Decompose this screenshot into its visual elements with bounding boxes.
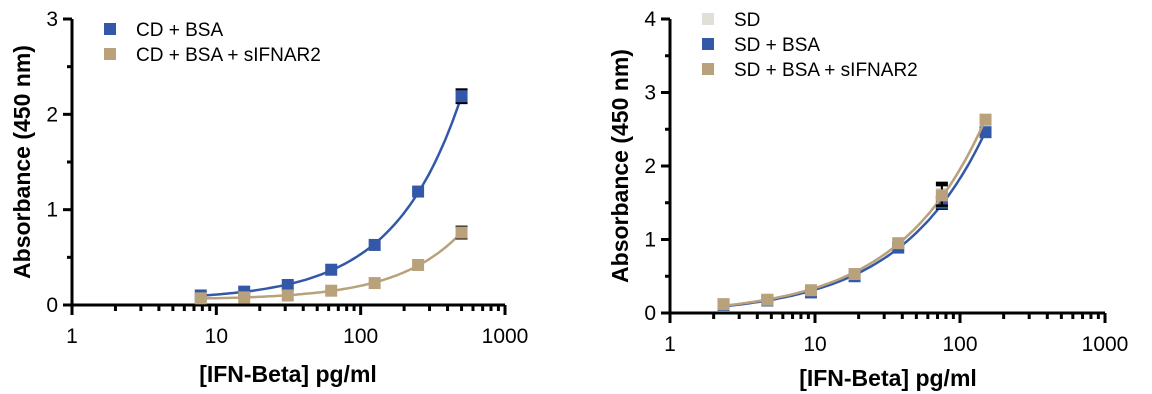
right-x-tick-label: 1 [664, 333, 676, 356]
left-y-tick-label: 1 [46, 199, 58, 222]
left-x-axis-title: [IFN-Beta] pg/ml [199, 361, 377, 387]
right-y-tick-label: 1 [644, 229, 656, 252]
left-data-point [281, 278, 294, 291]
left-x-tick-label: 100 [343, 325, 378, 348]
left-data-point [368, 277, 381, 290]
right-y-tick-label: 0 [644, 302, 656, 325]
right-y-tick-label: 4 [644, 8, 656, 31]
left-y-tick-label: 3 [46, 8, 58, 31]
left-data-point [412, 185, 425, 198]
left-data-point [281, 289, 294, 302]
right-x-tick-label: 1000 [1082, 333, 1129, 356]
left-legend-marker [104, 23, 116, 35]
right-data-point [717, 298, 730, 311]
right-legend-marker [702, 38, 714, 50]
left-x-tick-label: 1 [66, 325, 78, 348]
left-y-tick-label: 0 [46, 294, 58, 317]
right-legend-marker [702, 13, 714, 25]
left-data-point [368, 238, 381, 251]
left-legend-marker [104, 48, 116, 60]
right-y-tick-label: 3 [644, 82, 656, 105]
right-y-axis-title: Absorbance (450 nm) [607, 49, 633, 283]
right-data-point [848, 268, 861, 281]
left-data-point [455, 226, 468, 239]
right-data-point [979, 113, 992, 126]
left-data-point [455, 90, 468, 103]
right-x-tick-label: 10 [803, 333, 826, 356]
right-legend-marker [702, 63, 714, 75]
left-y-tick-label: 2 [46, 103, 58, 126]
right-series-3 [717, 113, 992, 311]
left-x-tick-label: 10 [205, 325, 228, 348]
right-x-axis-title: [IFN-Beta] pg/ml [799, 365, 977, 391]
right-data-point [979, 126, 992, 139]
chart-left: [IFN-Beta] pg/ml Absorbance (450 nm) 012… [9, 8, 528, 387]
left-data-point [412, 258, 425, 271]
left-data-point [325, 284, 338, 297]
right-data-point [804, 284, 817, 297]
right-y-tick-label: 2 [644, 155, 656, 178]
right-series-2 [717, 126, 992, 311]
left-series-1 [194, 88, 468, 302]
left-x-tick-label: 1000 [482, 325, 529, 348]
right-legend-label: SD [734, 10, 760, 31]
left-legend-label: CD + BSA + sIFNAR2 [136, 45, 321, 66]
right-legend-label: SD + BSA + sIFNAR2 [734, 60, 918, 81]
right-x-tick-label: 100 [942, 333, 977, 356]
left-data-point [194, 292, 207, 305]
right-data-point [935, 189, 948, 202]
right-legend-label: SD + BSA [734, 35, 820, 56]
chart-right: [IFN-Beta] pg/ml Absorbance (450 nm) 012… [607, 8, 1128, 391]
left-y-axis-title: Absorbance (450 nm) [9, 45, 35, 279]
left-legend: CD + BSA CD + BSA + sIFNAR2 [104, 20, 321, 66]
left-legend-label: CD + BSA [136, 20, 223, 41]
right-data-point [761, 293, 774, 306]
right-legend: SD SD + BSA SD + BSA + sIFNAR2 [702, 10, 918, 81]
left-data-point [325, 263, 338, 276]
left-data-point [238, 291, 251, 304]
left-series-2 [194, 225, 468, 305]
right-data-point [892, 237, 905, 250]
